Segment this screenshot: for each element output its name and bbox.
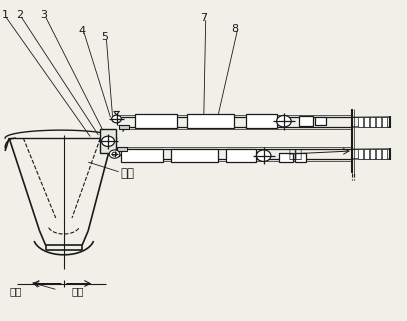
Bar xyxy=(370,117,375,127)
Bar xyxy=(116,147,127,151)
Bar xyxy=(279,153,293,162)
Circle shape xyxy=(256,150,271,161)
Circle shape xyxy=(101,136,114,146)
Bar xyxy=(364,117,369,127)
Bar xyxy=(370,149,375,159)
Bar xyxy=(299,117,313,126)
Bar xyxy=(171,149,218,162)
Text: 2: 2 xyxy=(16,10,23,20)
Bar xyxy=(358,117,363,127)
Text: 8: 8 xyxy=(232,24,239,34)
Bar xyxy=(382,117,387,127)
Bar xyxy=(246,115,277,128)
Bar xyxy=(295,153,306,162)
Bar xyxy=(101,128,116,152)
Text: 关门: 关门 xyxy=(9,287,22,297)
Text: 5: 5 xyxy=(101,32,108,42)
Bar xyxy=(382,149,387,159)
Circle shape xyxy=(277,116,291,127)
Bar xyxy=(226,149,256,162)
Text: 4: 4 xyxy=(79,26,85,36)
Bar xyxy=(358,149,363,159)
Bar xyxy=(315,117,326,125)
Text: 料仓: 料仓 xyxy=(120,167,135,180)
Text: 3: 3 xyxy=(40,10,47,20)
Bar xyxy=(135,115,177,128)
Circle shape xyxy=(112,152,117,156)
Bar xyxy=(364,149,369,159)
Text: 1: 1 xyxy=(2,10,9,20)
Circle shape xyxy=(112,115,121,123)
Circle shape xyxy=(109,150,120,158)
Text: 开门: 开门 xyxy=(72,287,85,297)
Text: 7: 7 xyxy=(200,13,207,23)
Text: 机架: 机架 xyxy=(289,148,303,160)
Bar xyxy=(376,149,381,159)
Bar xyxy=(118,125,129,128)
Bar xyxy=(188,115,234,128)
Bar xyxy=(376,117,381,127)
Bar xyxy=(120,149,163,162)
